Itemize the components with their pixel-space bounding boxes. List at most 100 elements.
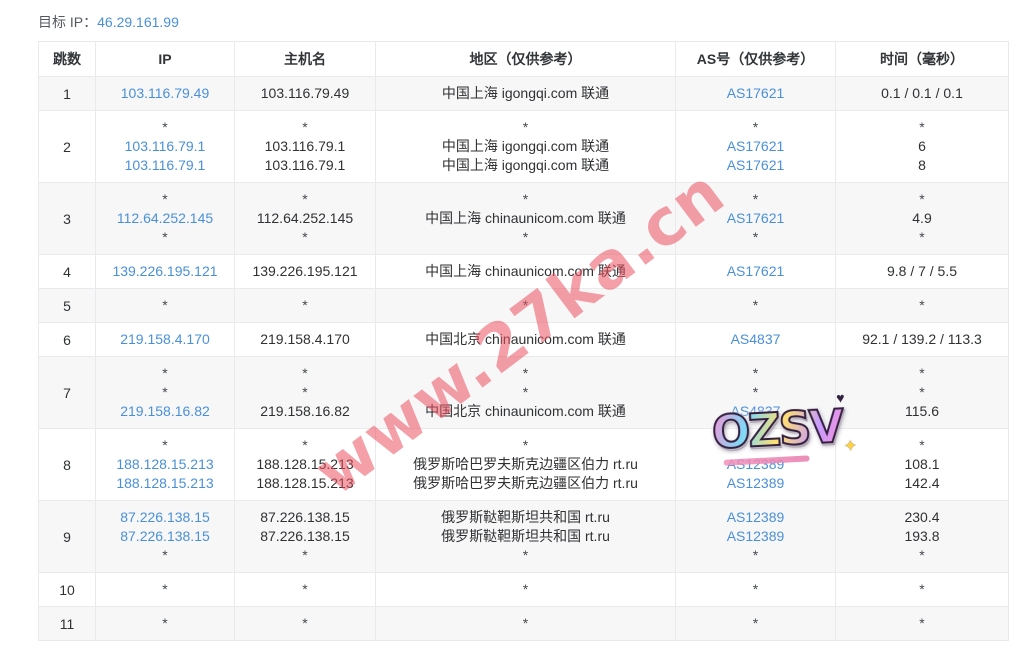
table-row: 9 87.226.138.15 87.226.138.15 * 87.226.138.1…: [38, 500, 1009, 573]
timeout-star: *: [522, 437, 529, 453]
ip-link[interactable]: 103.116.79.1: [124, 138, 206, 154]
cell-ip: * 112.64.252.145 *: [95, 182, 235, 255]
asn-link[interactable]: AS12389: [726, 509, 785, 525]
cell-host: *: [234, 288, 376, 323]
region-text: 中国北京 chinaunicom.com 联通: [425, 403, 626, 419]
table-row: 7 * * 219.158.16.82 * * 219.158.16.82 * * 中国北京 ch…: [38, 356, 1009, 429]
cell-ip: 103.116.79.49: [95, 76, 235, 111]
ip-link[interactable]: 219.158.16.82: [120, 403, 210, 419]
asn-link[interactable]: AS17621: [726, 210, 785, 226]
host-text: 219.158.4.170: [260, 331, 350, 347]
cell-region: * 中国上海 igongqi.com 联通 中国上海 igongqi.com 联通: [375, 110, 676, 183]
timeout-star: *: [302, 384, 308, 400]
cell-time: * * 115.6: [835, 356, 1009, 429]
asn-link[interactable]: AS4837: [730, 403, 781, 419]
cell-time: * 6 8: [835, 110, 1009, 183]
ip-link[interactable]: 112.64.252.145: [116, 210, 214, 226]
cell-region: * * 中国北京 chinaunicom.com 联通: [375, 356, 676, 429]
column-header-hop: 跳数: [38, 41, 96, 77]
cell-time: 92.1 / 139.2 / 113.3: [835, 322, 1009, 357]
timeout-star: *: [752, 547, 759, 563]
cell-host: * 188.128.15.213 188.128.15.213: [234, 428, 376, 501]
region-text: 俄罗斯鞑靼斯坦共和国 rt.ru: [441, 528, 610, 544]
cell-hop: 9: [38, 500, 96, 573]
target-ip-row: 目标 IP：46.29.161.99: [38, 12, 1024, 32]
time-text: 9.8 / 7 / 5.5: [886, 263, 958, 279]
region-text: 中国上海 chinaunicom.com 联通: [425, 263, 626, 279]
cell-region: 俄罗斯鞑靼斯坦共和国 rt.ru 俄罗斯鞑靼斯坦共和国 rt.ru *: [375, 500, 676, 573]
cell-ip: 219.158.4.170: [95, 322, 235, 357]
time-text: 0.1 / 0.1 / 0.1: [881, 85, 963, 101]
timeout-star: *: [162, 437, 168, 453]
timeout-star: *: [162, 581, 168, 597]
asn-link[interactable]: AS17621: [726, 263, 785, 279]
asn-link[interactable]: AS17621: [726, 138, 785, 154]
cell-host: 87.226.138.15 87.226.138.15 *: [234, 500, 376, 573]
cell-asn: *: [675, 288, 836, 323]
timeout-star: *: [752, 581, 759, 597]
ip-link[interactable]: 188.128.15.213: [116, 475, 214, 491]
cell-host: * * 219.158.16.82: [234, 356, 376, 429]
cell-time: *: [835, 572, 1009, 607]
timeout-star: *: [919, 581, 925, 597]
timeout-star: *: [752, 437, 759, 453]
asn-link[interactable]: AS12389: [726, 475, 785, 491]
host-text: 87.226.138.15: [260, 509, 350, 525]
cell-region: * 中国上海 chinaunicom.com 联通 *: [375, 182, 676, 255]
cell-asn: * AS12389 AS12389: [675, 428, 836, 501]
cell-hop: 7: [38, 356, 96, 429]
ip-link[interactable]: 219.158.4.170: [120, 331, 210, 347]
timeout-star: *: [919, 229, 925, 245]
cell-ip: *: [95, 572, 235, 607]
column-header-ip: IP: [95, 41, 235, 77]
ip-link[interactable]: 188.128.15.213: [116, 456, 214, 472]
timeout-star: *: [752, 119, 759, 135]
time-text: 108.1: [904, 456, 940, 472]
region-text: 中国上海 igongqi.com 联通: [441, 157, 610, 173]
cell-region: 中国上海 chinaunicom.com 联通: [375, 254, 676, 289]
cell-hop: 3: [38, 182, 96, 255]
cell-host: 139.226.195.121: [234, 254, 376, 289]
table-row: 6 219.158.4.170 219.158.4.170 中国北京 chinauni…: [38, 322, 1009, 357]
asn-link[interactable]: AS12389: [726, 528, 785, 544]
host-text: 188.128.15.213: [256, 475, 354, 491]
ip-link[interactable]: 87.226.138.15: [120, 528, 210, 544]
target-ip-value[interactable]: 46.29.161.99: [97, 14, 179, 30]
cell-asn: AS12389 AS12389 *: [675, 500, 836, 573]
asn-link[interactable]: AS17621: [726, 157, 785, 173]
timeout-star: *: [302, 191, 308, 207]
cell-region: *: [375, 288, 676, 323]
timeout-star: *: [522, 581, 529, 597]
cell-time: 0.1 / 0.1 / 0.1: [835, 76, 1009, 111]
cell-time: * 108.1 142.4: [835, 428, 1009, 501]
timeout-star: *: [162, 384, 168, 400]
timeout-star: *: [919, 437, 925, 453]
cell-ip: 139.226.195.121: [95, 254, 235, 289]
time-text: 142.4: [904, 475, 940, 491]
asn-link[interactable]: AS17621: [726, 85, 785, 101]
asn-link[interactable]: AS4837: [730, 331, 781, 347]
timeout-star: *: [302, 365, 308, 381]
time-text: 92.1 / 139.2 / 113.3: [862, 331, 982, 347]
ip-link[interactable]: 139.226.195.121: [112, 263, 218, 279]
cell-ip: * 103.116.79.1 103.116.79.1: [95, 110, 235, 183]
cell-hop: 1: [38, 76, 96, 111]
cell-asn: *: [675, 572, 836, 607]
table-row: 4 139.226.195.121 139.226.195.121 中国上海 chin…: [38, 254, 1009, 289]
region-text: 中国上海 chinaunicom.com 联通: [425, 210, 626, 226]
cell-time: 9.8 / 7 / 5.5: [835, 254, 1009, 289]
timeout-star: *: [302, 297, 308, 313]
timeout-star: *: [302, 437, 308, 453]
asn-link[interactable]: AS12389: [726, 456, 785, 472]
ip-link[interactable]: 87.226.138.15: [120, 509, 210, 525]
cell-region: *: [375, 606, 676, 641]
cell-time: * 4.9 *: [835, 182, 1009, 255]
column-header-host: 主机名: [234, 41, 376, 77]
time-text: 4.9: [912, 210, 932, 226]
ip-link[interactable]: 103.116.79.1: [124, 157, 206, 173]
timeout-star: *: [162, 297, 168, 313]
ip-link[interactable]: 103.116.79.49: [120, 85, 210, 101]
timeout-star: *: [522, 547, 529, 563]
table-row: 2 * 103.116.79.1 103.116.79.1 * 103.116.79.1 1…: [38, 110, 1009, 183]
